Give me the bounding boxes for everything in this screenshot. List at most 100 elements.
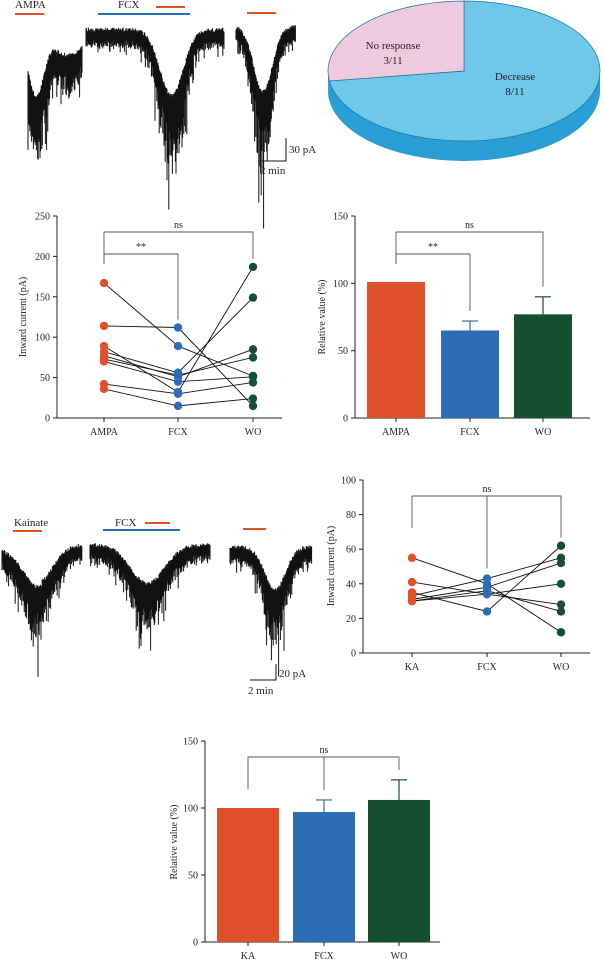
y-tick-label: 80 bbox=[346, 510, 356, 521]
y-tick-label: 0 bbox=[45, 414, 50, 425]
bar bbox=[368, 799, 430, 942]
significance-bracket bbox=[395, 231, 544, 287]
pie-slice-no-response bbox=[327, 0, 465, 82]
y-axis-label: Relative value (%) bbox=[317, 280, 328, 355]
pie-fraction-decrease: 8/11 bbox=[505, 86, 524, 98]
y-tick-label: 100 bbox=[35, 333, 50, 344]
ampa-current-scatter-chart: 0 50 100 150 200 250 AMPA FCX WO Inward current (… bbox=[18, 212, 282, 438]
washout-kainate-current-trace bbox=[229, 545, 313, 677]
data-point bbox=[173, 401, 183, 411]
x-tick-label: KA bbox=[241, 951, 256, 959]
x-tick-label: FCX bbox=[168, 427, 188, 438]
kainate-trace-label: Kainate bbox=[14, 517, 48, 529]
data-point bbox=[248, 293, 258, 302]
x-tick-label: KA bbox=[405, 662, 420, 673]
y-tick-label: 100 bbox=[183, 804, 198, 815]
y-tick-label: 150 bbox=[333, 212, 348, 223]
x-tick-label: WO bbox=[553, 662, 570, 673]
y-tick-label: 150 bbox=[183, 737, 198, 748]
x-tick-label: AMPA bbox=[90, 427, 119, 438]
y-axis-label: Relative value (%) bbox=[169, 805, 180, 880]
pie-label-decrease: Decrease bbox=[495, 71, 535, 83]
y-axis-label: Inward current (pA) bbox=[326, 526, 337, 607]
ampa-traces-panel: AMPA FCX 30 pA 2 min bbox=[15, 0, 316, 229]
scale-bar bbox=[262, 138, 287, 162]
data-point bbox=[173, 370, 183, 380]
x-tick-label: FCX bbox=[477, 662, 497, 673]
y-tick-label: 200 bbox=[35, 252, 50, 263]
ampa-current-trace bbox=[27, 46, 83, 160]
x-tick-label: FCX bbox=[314, 951, 334, 959]
data-point bbox=[482, 607, 492, 616]
data-point bbox=[482, 589, 492, 599]
significance-label: ns bbox=[465, 220, 474, 231]
y-tick-label: 60 bbox=[346, 545, 356, 556]
y-tick-label: 150 bbox=[35, 292, 50, 303]
scale-bar-2 bbox=[250, 664, 277, 681]
data-point bbox=[173, 377, 183, 386]
data-point bbox=[407, 577, 417, 587]
data-point bbox=[248, 353, 258, 362]
pie-label-no-response: No response bbox=[366, 40, 421, 52]
data-point bbox=[556, 607, 566, 616]
data-point bbox=[173, 389, 183, 398]
data-point bbox=[248, 345, 258, 354]
data-point bbox=[99, 278, 109, 288]
significance-label: ns bbox=[174, 220, 183, 231]
ampa-trace-label: AMPA bbox=[15, 0, 46, 11]
kainate-current-scatter-chart: 0 20 40 60 80 100 KA FCX WO Inward current (pA) ns bbox=[326, 476, 590, 673]
y-tick-label: 0 bbox=[193, 938, 198, 949]
data-point bbox=[556, 541, 566, 550]
bar bbox=[514, 314, 572, 418]
fcx-trace-label-2: FCX bbox=[115, 517, 136, 529]
x-tick-label: WO bbox=[245, 427, 262, 438]
y-tick-label: 100 bbox=[333, 279, 348, 290]
data-point bbox=[99, 384, 109, 394]
data-point bbox=[407, 596, 417, 606]
ampa-relative-bar-chart: 0 50 100 150 AMPA FCX WO Relative value (%) ** ns bbox=[317, 212, 590, 438]
y-tick-label: 0 bbox=[343, 414, 348, 425]
scale-bar-time: 2 min bbox=[260, 165, 286, 177]
data-point bbox=[556, 600, 566, 609]
significance-label: ns bbox=[320, 745, 329, 756]
data-point bbox=[99, 357, 109, 366]
y-tick-label: 100 bbox=[341, 476, 356, 487]
pie-slice-decrease bbox=[328, 0, 601, 142]
data-point bbox=[556, 579, 566, 588]
x-tick-label: AMPA bbox=[382, 427, 411, 438]
y-tick-label: 40 bbox=[346, 579, 356, 590]
data-point bbox=[173, 323, 183, 332]
data-point bbox=[248, 262, 258, 272]
pie-side bbox=[328, 71, 600, 161]
scale-bar-current-2: 20 pA bbox=[279, 668, 306, 680]
significance-bracket bbox=[103, 253, 179, 320]
significance-bracket bbox=[103, 231, 254, 264]
x-tick-label: WO bbox=[535, 427, 552, 438]
y-tick-label: 50 bbox=[338, 346, 348, 357]
response-pie-chart: No response 3/11 Decrease 8/11 bbox=[327, 0, 601, 161]
bar bbox=[293, 812, 355, 942]
significance-bracket bbox=[247, 756, 400, 789]
kainate-traces-panel: Kainate FCX 20 pA 2 min bbox=[1, 517, 313, 697]
significance-label: ns bbox=[483, 484, 492, 495]
data-point bbox=[556, 628, 566, 637]
kainate-relative-bar-chart: 0 50 100 150 KA FCX WO Relative value (%) ns bbox=[169, 737, 440, 959]
data-point bbox=[173, 341, 183, 351]
y-tick-label: 20 bbox=[346, 614, 356, 625]
subject-line bbox=[103, 297, 254, 374]
data-point bbox=[248, 401, 258, 411]
data-point bbox=[99, 321, 109, 331]
fcx-current-trace bbox=[85, 27, 225, 210]
x-tick-label: WO bbox=[391, 951, 408, 959]
scale-bar-time-2: 2 min bbox=[248, 685, 274, 697]
data-point bbox=[248, 394, 258, 403]
fcx-kainate-current-trace bbox=[89, 543, 211, 651]
pie-fraction-no-response: 3/11 bbox=[383, 55, 402, 67]
significance-label: ** bbox=[428, 242, 438, 253]
bar bbox=[367, 281, 425, 418]
y-axis-label: Inward current (pA) bbox=[18, 277, 29, 358]
data-point bbox=[407, 553, 417, 563]
data-point bbox=[556, 558, 566, 568]
significance-label: ** bbox=[136, 242, 146, 253]
